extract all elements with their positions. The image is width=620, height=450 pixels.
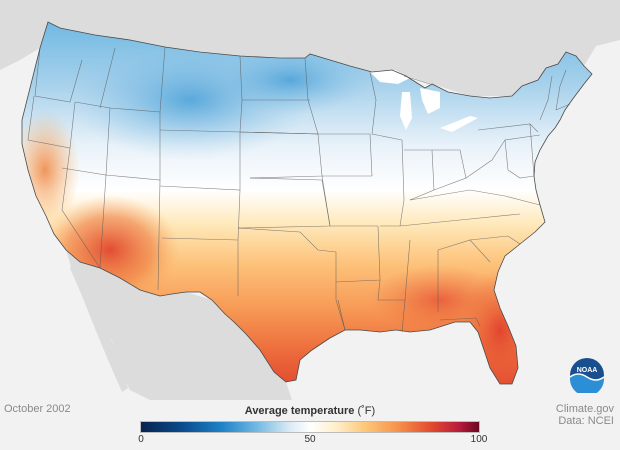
state-boundaries	[27, 46, 571, 333]
legend-unit: (˚F)	[357, 405, 376, 417]
credit-source: Climate.gov	[555, 403, 614, 415]
noaa-logo-text: NOAA	[577, 367, 598, 374]
legend-tick-max: 100	[470, 434, 488, 445]
lake-michigan	[400, 92, 412, 130]
baja-peninsula	[70, 262, 128, 392]
canada-land	[0, 0, 620, 96]
period-label: October 2002	[4, 403, 71, 415]
lake-huron	[420, 88, 440, 114]
noaa-logo-icon: NOAA	[569, 358, 605, 393]
mexico-land	[66, 250, 292, 400]
lake-erie	[440, 116, 478, 132]
legend-title: Average temperature (˚F)	[140, 405, 480, 417]
legend-colorbar	[140, 421, 480, 433]
legend-tick-mid: 50	[304, 434, 316, 445]
legend-title-text: Average temperature	[244, 405, 355, 417]
temperature-map	[0, 0, 620, 400]
credit-block: Climate.gov Data: NCEI	[556, 403, 614, 427]
legend-tick-min: 0	[138, 434, 144, 445]
credit-data: Data: NCEI	[558, 415, 614, 427]
